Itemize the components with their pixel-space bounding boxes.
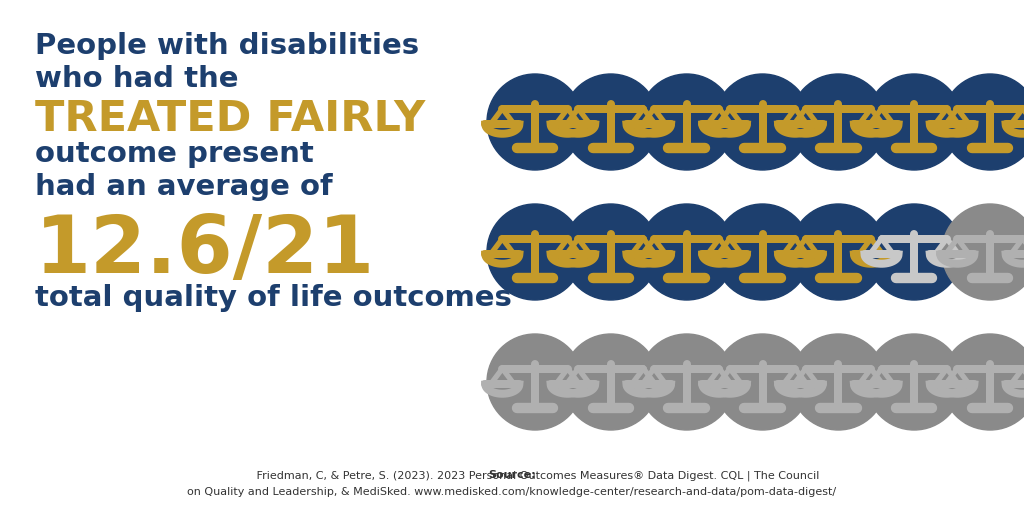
Circle shape bbox=[791, 204, 887, 300]
Circle shape bbox=[487, 334, 583, 430]
Circle shape bbox=[942, 334, 1024, 430]
Circle shape bbox=[866, 74, 963, 170]
Circle shape bbox=[715, 74, 811, 170]
Circle shape bbox=[563, 204, 658, 300]
Circle shape bbox=[715, 334, 811, 430]
Text: on Quality and Leadership, & MediSked. www.medisked.com/knowledge-center/researc: on Quality and Leadership, & MediSked. w… bbox=[187, 487, 837, 498]
Circle shape bbox=[639, 204, 734, 300]
Text: had an average of: had an average of bbox=[35, 173, 333, 201]
Text: 12.6/21: 12.6/21 bbox=[35, 212, 375, 290]
Circle shape bbox=[563, 334, 658, 430]
Circle shape bbox=[942, 204, 1024, 300]
Text: Friedman, C, & Petre, S. (2023). 2023 Personal Outcomes Measures® Data Digest. C: Friedman, C, & Petre, S. (2023). 2023 Pe… bbox=[205, 470, 819, 481]
Text: total quality of life outcomes: total quality of life outcomes bbox=[35, 284, 512, 312]
Circle shape bbox=[866, 334, 963, 430]
Circle shape bbox=[715, 204, 811, 300]
Circle shape bbox=[791, 334, 887, 430]
Circle shape bbox=[563, 74, 658, 170]
Circle shape bbox=[942, 74, 1024, 170]
Circle shape bbox=[487, 74, 583, 170]
Text: People with disabilities: People with disabilities bbox=[35, 32, 419, 60]
Text: outcome present: outcome present bbox=[35, 140, 313, 168]
Circle shape bbox=[639, 334, 734, 430]
Text: TREATED FAIRLY: TREATED FAIRLY bbox=[35, 98, 425, 140]
Circle shape bbox=[866, 204, 963, 300]
Circle shape bbox=[639, 74, 734, 170]
Text: Source:: Source: bbox=[488, 470, 536, 480]
Circle shape bbox=[487, 204, 583, 300]
Circle shape bbox=[791, 74, 887, 170]
Text: who had the: who had the bbox=[35, 65, 239, 93]
